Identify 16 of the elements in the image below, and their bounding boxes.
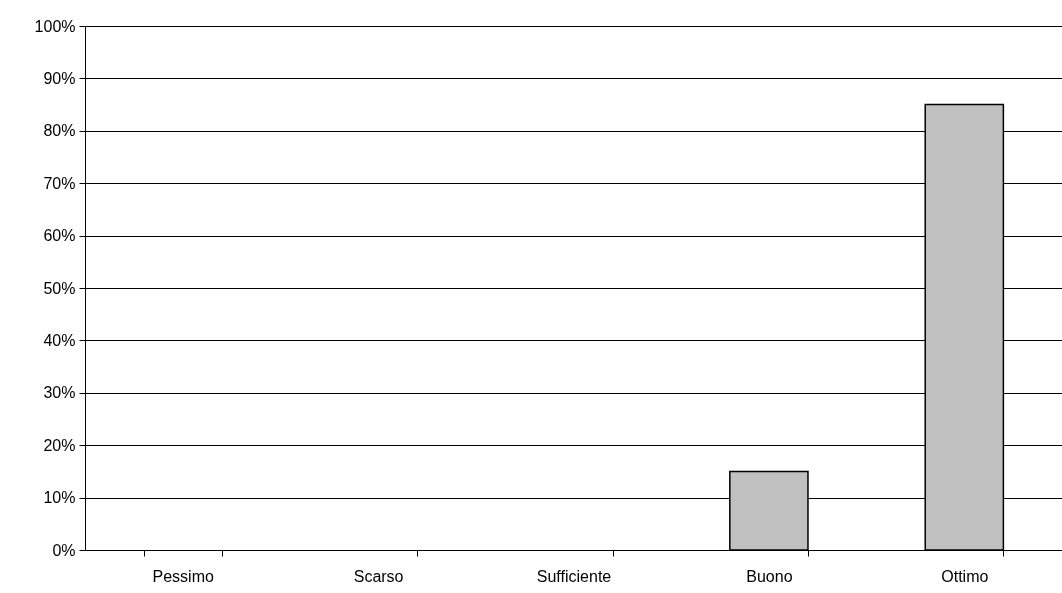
y-tick-label: 90%	[43, 69, 76, 87]
x-tick-label: Pessimo	[152, 567, 214, 585]
y-tick-label: 50%	[43, 279, 76, 297]
x-tick-label: Scarso	[353, 567, 404, 585]
y-tick-label: 70%	[43, 174, 76, 192]
y-tick-label: 0%	[52, 541, 76, 559]
y-tick-label: 10%	[43, 489, 76, 507]
y-tick-label: 40%	[43, 331, 76, 349]
y-tick-label: 30%	[43, 384, 76, 402]
y-tick-label: 20%	[43, 436, 76, 454]
y-tick-label: 60%	[43, 227, 76, 245]
y-tick-label: 100%	[34, 17, 76, 35]
x-tick-label: Buono	[746, 567, 793, 585]
y-tick-label: 80%	[43, 122, 76, 140]
x-tick-label: Ottimo	[941, 567, 989, 585]
x-tick-label: Sufficiente	[536, 567, 612, 585]
